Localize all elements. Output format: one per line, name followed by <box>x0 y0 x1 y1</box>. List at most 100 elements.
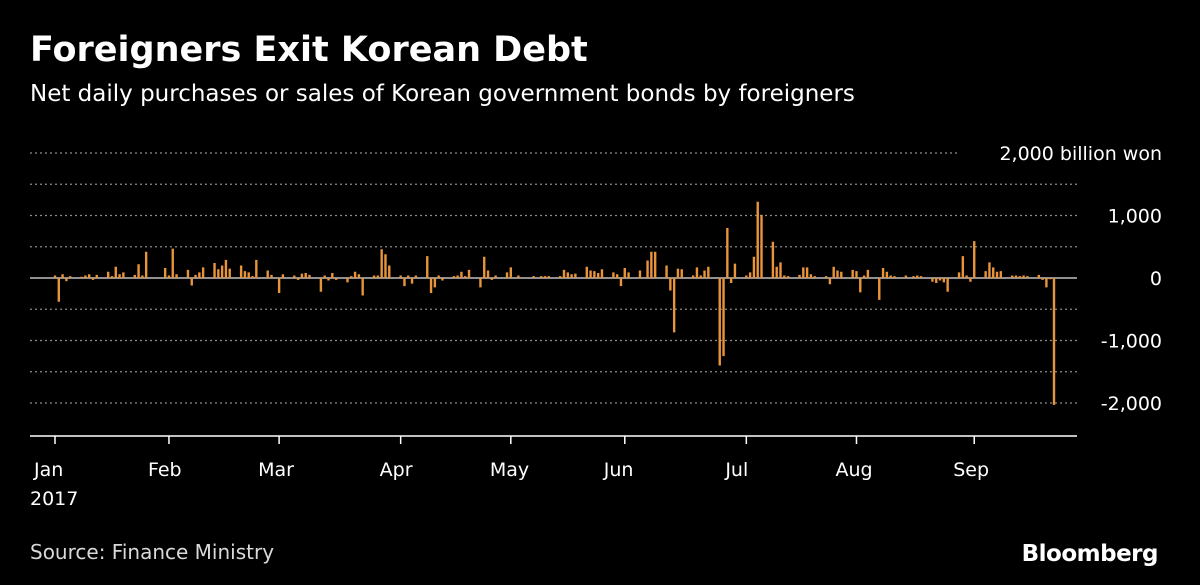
x-tick-label: Sep <box>953 459 989 481</box>
bar <box>456 275 459 278</box>
bar <box>186 269 190 279</box>
bar <box>832 266 835 278</box>
bar <box>775 266 778 278</box>
bar <box>866 269 870 279</box>
y-unit-label: 2,000 billion won <box>999 143 1162 165</box>
bar <box>266 270 269 278</box>
bar <box>638 270 642 278</box>
bar <box>748 272 752 279</box>
bar <box>862 275 866 278</box>
bar <box>669 278 672 291</box>
chart-title: Foreigners Exit Korean Debt <box>30 30 588 70</box>
bar <box>619 278 623 287</box>
bar <box>885 271 889 278</box>
bar <box>756 201 759 278</box>
bar <box>646 260 649 278</box>
bar <box>403 278 406 287</box>
source-note: Source: Finance Ministry <box>30 540 275 564</box>
bar <box>802 267 805 279</box>
bar <box>84 275 87 278</box>
y-tick-label: 0 <box>1150 268 1162 290</box>
bar <box>596 273 600 278</box>
bar <box>965 275 968 278</box>
bar <box>114 266 117 278</box>
bar <box>61 274 64 278</box>
bar <box>228 268 231 279</box>
bar <box>483 256 486 278</box>
bar <box>1041 278 1044 280</box>
bar <box>650 251 653 278</box>
bloomberg-logo: Bloomberg <box>1021 541 1159 567</box>
bar <box>486 270 490 278</box>
bar <box>350 276 353 279</box>
bar <box>357 274 361 278</box>
bar <box>935 278 938 283</box>
bar <box>372 275 376 278</box>
bar <box>334 278 338 280</box>
bar <box>441 278 444 281</box>
bar <box>106 271 110 278</box>
bar <box>946 278 949 292</box>
bar <box>1014 275 1018 278</box>
bar <box>479 278 482 288</box>
bar <box>726 228 729 278</box>
bar <box>110 276 114 279</box>
bar <box>540 276 543 279</box>
bar <box>1011 275 1014 278</box>
bar <box>718 278 721 366</box>
bar <box>517 275 520 278</box>
bar <box>118 274 121 278</box>
bar <box>627 272 630 279</box>
bar <box>942 278 946 283</box>
bar <box>255 259 258 279</box>
bars <box>53 201 1056 405</box>
bar <box>623 268 626 278</box>
bar <box>992 267 995 279</box>
bar <box>984 271 987 279</box>
bar <box>931 278 934 282</box>
bar <box>562 269 566 279</box>
bar <box>414 275 418 278</box>
bar <box>893 276 896 279</box>
x-tick-label: Aug <box>835 459 872 481</box>
bar <box>137 264 140 278</box>
bar <box>388 265 391 278</box>
bar <box>612 272 615 279</box>
bar <box>722 278 725 357</box>
bar <box>190 278 193 286</box>
bar <box>703 270 706 278</box>
bar <box>779 262 782 279</box>
y-tick-label: 1,000 <box>1108 206 1162 228</box>
bar <box>327 278 330 281</box>
bar <box>384 254 387 278</box>
bar <box>904 275 908 278</box>
bar <box>695 267 699 279</box>
bar <box>1049 278 1052 280</box>
bar <box>676 268 680 279</box>
bar <box>973 241 976 279</box>
bar <box>65 278 68 282</box>
bar <box>437 275 440 278</box>
bar <box>380 249 383 278</box>
bar <box>399 275 402 278</box>
bar <box>122 272 125 279</box>
bar <box>961 256 965 279</box>
bar <box>824 276 828 279</box>
bar <box>771 241 775 278</box>
bar <box>494 275 497 278</box>
bar <box>217 269 220 278</box>
bar <box>144 251 148 278</box>
bar <box>410 278 414 284</box>
bar <box>433 278 437 288</box>
x-tick-label: Jan <box>33 459 63 481</box>
bar <box>308 274 311 279</box>
bar <box>752 256 756 278</box>
bar <box>665 265 668 278</box>
bar <box>851 269 854 279</box>
bar <box>532 276 535 279</box>
x-axis <box>30 435 1077 444</box>
x-tick-label: May <box>490 459 529 481</box>
bar <box>426 256 429 279</box>
y-tick-label: -1,000 <box>1101 331 1162 353</box>
